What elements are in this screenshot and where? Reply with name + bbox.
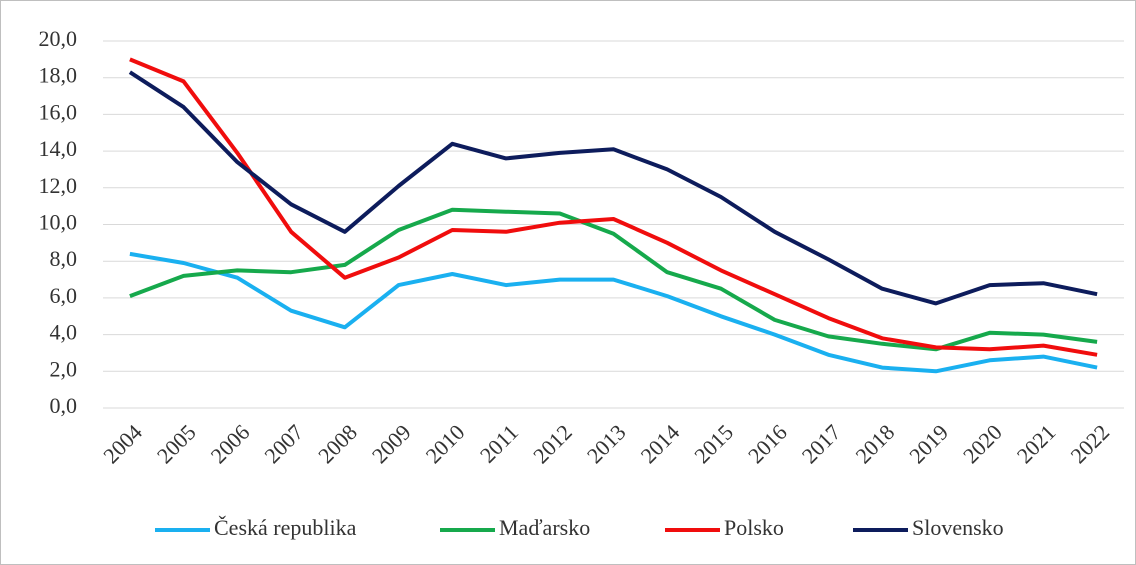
- y-tick-label: 2,0: [50, 356, 78, 381]
- y-tick-label: 16,0: [39, 99, 78, 124]
- y-tick-label: 0,0: [50, 393, 78, 418]
- series-line: [129, 57, 1098, 357]
- y-tick-label: 4,0: [50, 320, 78, 345]
- legend-label: Polsko: [724, 515, 784, 540]
- legend-label: Slovensko: [912, 515, 1004, 540]
- y-tick-label: 10,0: [39, 210, 78, 235]
- legend-label: Česká republika: [214, 515, 357, 540]
- y-tick-label: 14,0: [39, 136, 78, 161]
- y-tick-label: 8,0: [50, 246, 78, 271]
- y-tick-label: 18,0: [39, 63, 78, 88]
- series-line: [129, 251, 1098, 374]
- y-tick-label: 12,0: [39, 173, 78, 198]
- legend-label: Maďarsko: [499, 515, 590, 540]
- series-line: [128, 70, 1098, 306]
- y-tick-label: 20,0: [39, 26, 78, 51]
- y-tick-label: 6,0: [50, 283, 78, 308]
